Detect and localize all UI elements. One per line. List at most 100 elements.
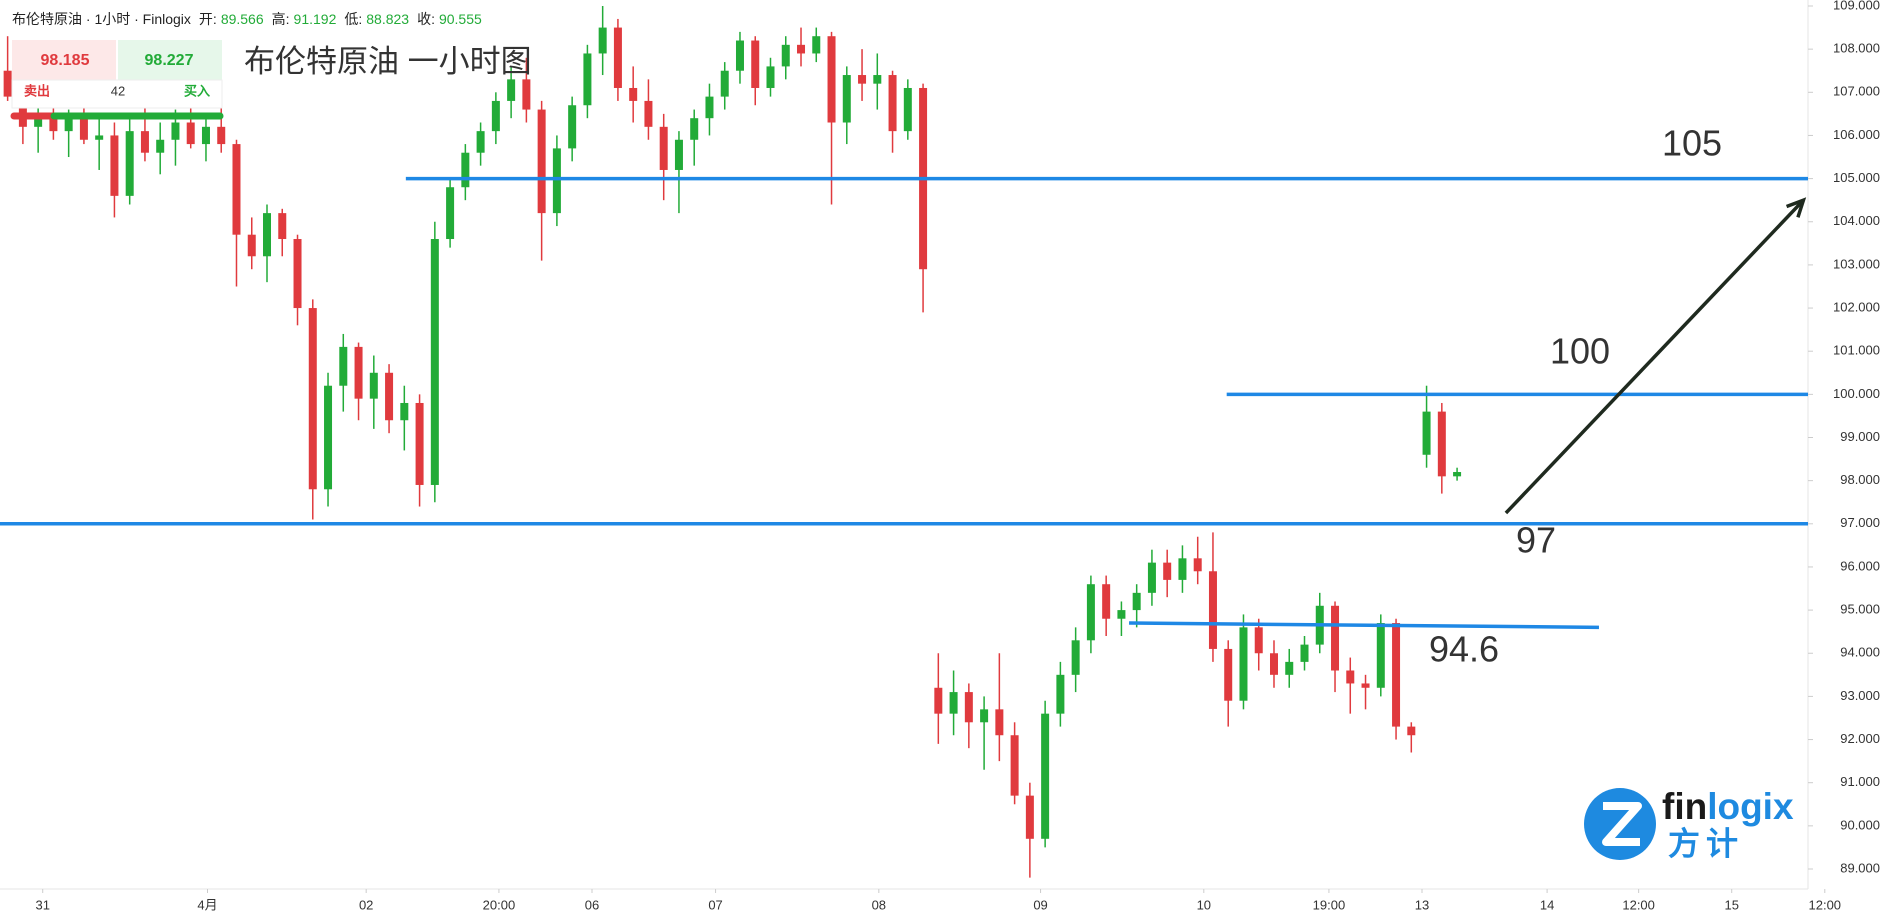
candle-body	[797, 44, 806, 54]
level-label: 100	[1550, 331, 1610, 372]
candle-body	[491, 100, 500, 132]
candle-body	[888, 75, 897, 132]
candle-body	[598, 27, 607, 54]
candle-body	[476, 131, 485, 153]
candle-body	[324, 385, 333, 490]
x-tick-label: 19:00	[1313, 897, 1346, 912]
candle-body	[1376, 623, 1385, 688]
low-value: 88.823	[366, 11, 409, 27]
candle-body	[64, 118, 73, 132]
candle-body	[1071, 640, 1080, 675]
x-tick-label: 07	[708, 897, 722, 912]
candle-body	[293, 239, 302, 309]
candle-body	[980, 709, 989, 723]
candle-body	[369, 372, 378, 399]
candle-body	[201, 126, 210, 145]
candle-body	[1254, 627, 1263, 654]
candle-body	[629, 87, 638, 101]
y-tick-label: 91.000	[1840, 774, 1880, 789]
candle-body	[339, 346, 348, 386]
candle-body	[461, 152, 470, 188]
candle-body	[690, 118, 699, 140]
candle-body	[1132, 592, 1141, 611]
candle-body	[1285, 661, 1294, 675]
candle-body	[1208, 571, 1217, 649]
x-tick-label: 4月	[197, 897, 217, 912]
header: 布伦特原油 · 1小时 · Finlogix 开: 89.566 高: 91.192 低:…	[12, 11, 482, 27]
candle-body	[964, 692, 973, 723]
x-tick-label: 31	[35, 897, 49, 912]
candle-body	[1437, 411, 1446, 477]
candle-body	[415, 402, 424, 485]
candle-body	[1025, 795, 1034, 839]
candle-body	[171, 122, 180, 140]
candle-body	[1361, 683, 1370, 688]
close-value: 90.555	[439, 11, 482, 27]
logo-text-b: logix	[1707, 786, 1794, 827]
y-tick-label: 101.000	[1833, 343, 1880, 358]
level-line	[1129, 621, 1599, 630]
open-value: 89.566	[221, 11, 264, 27]
y-tick-label: 108.000	[1833, 41, 1880, 56]
candle-body	[1117, 610, 1126, 619]
candle-body	[903, 87, 912, 132]
candle-body	[507, 79, 516, 101]
y-tick-label: 99.000	[1840, 429, 1880, 444]
candle-body	[110, 135, 119, 196]
x-tick-label: 15	[1724, 897, 1738, 912]
candle-body	[1086, 584, 1095, 641]
candle-body	[125, 131, 134, 196]
trade-widget: 98.185 98.227 卖出 42 买入	[10, 40, 224, 120]
candle-body	[385, 372, 394, 421]
x-tick-label: 08	[872, 897, 886, 912]
candle-body	[1239, 627, 1248, 701]
candle-body	[583, 53, 592, 106]
candle-body	[613, 27, 622, 88]
candle-body	[1178, 558, 1187, 580]
candle-body	[552, 148, 561, 214]
candle-body	[751, 40, 760, 88]
candle-body	[705, 96, 714, 119]
sell-price[interactable]: 98.185	[41, 52, 90, 69]
x-tick-label: 06	[585, 897, 599, 912]
candle-body	[934, 687, 943, 714]
y-tick-label: 96.000	[1840, 558, 1880, 573]
candle-body	[232, 144, 241, 235]
x-tick-label: 20:00	[483, 897, 516, 912]
candle-body	[1147, 562, 1156, 593]
quantity[interactable]: 42	[111, 83, 125, 98]
high-label: 高:	[272, 11, 290, 27]
candle-body	[1193, 558, 1202, 572]
sell-label[interactable]: 卖出	[24, 83, 50, 98]
candle-body	[674, 139, 683, 170]
candle-body	[537, 109, 546, 214]
candle-body	[1331, 605, 1340, 671]
candle-body	[1300, 644, 1309, 662]
candle-body	[95, 135, 104, 140]
y-tick-label: 104.000	[1833, 213, 1880, 228]
buy-price[interactable]: 98.227	[145, 52, 194, 69]
candle-body	[263, 213, 272, 257]
candle-body	[1346, 670, 1355, 684]
buy-label[interactable]: 买入	[184, 83, 210, 98]
candle-body	[842, 75, 851, 123]
candle-body	[1453, 472, 1462, 477]
low-label: 低:	[344, 11, 362, 27]
candle-body	[49, 113, 58, 132]
candle-body	[812, 36, 821, 54]
x-tick-label: 09	[1033, 897, 1047, 912]
candle-body	[766, 66, 775, 88]
candle-body	[156, 139, 165, 153]
y-tick-label: 98.000	[1840, 472, 1880, 487]
logo-cn: 方计	[1668, 825, 1744, 861]
sell-box[interactable]	[12, 40, 116, 80]
level-label: 94.6	[1429, 629, 1499, 670]
candle-body	[735, 40, 744, 71]
buy-box[interactable]	[118, 40, 222, 80]
arrow-line	[1504, 198, 1805, 515]
candle-body	[827, 36, 836, 123]
y-tick-label: 107.000	[1833, 84, 1880, 99]
candle-body	[1163, 562, 1172, 580]
candle-body	[79, 118, 88, 140]
x-tick-label: 13	[1415, 897, 1429, 912]
